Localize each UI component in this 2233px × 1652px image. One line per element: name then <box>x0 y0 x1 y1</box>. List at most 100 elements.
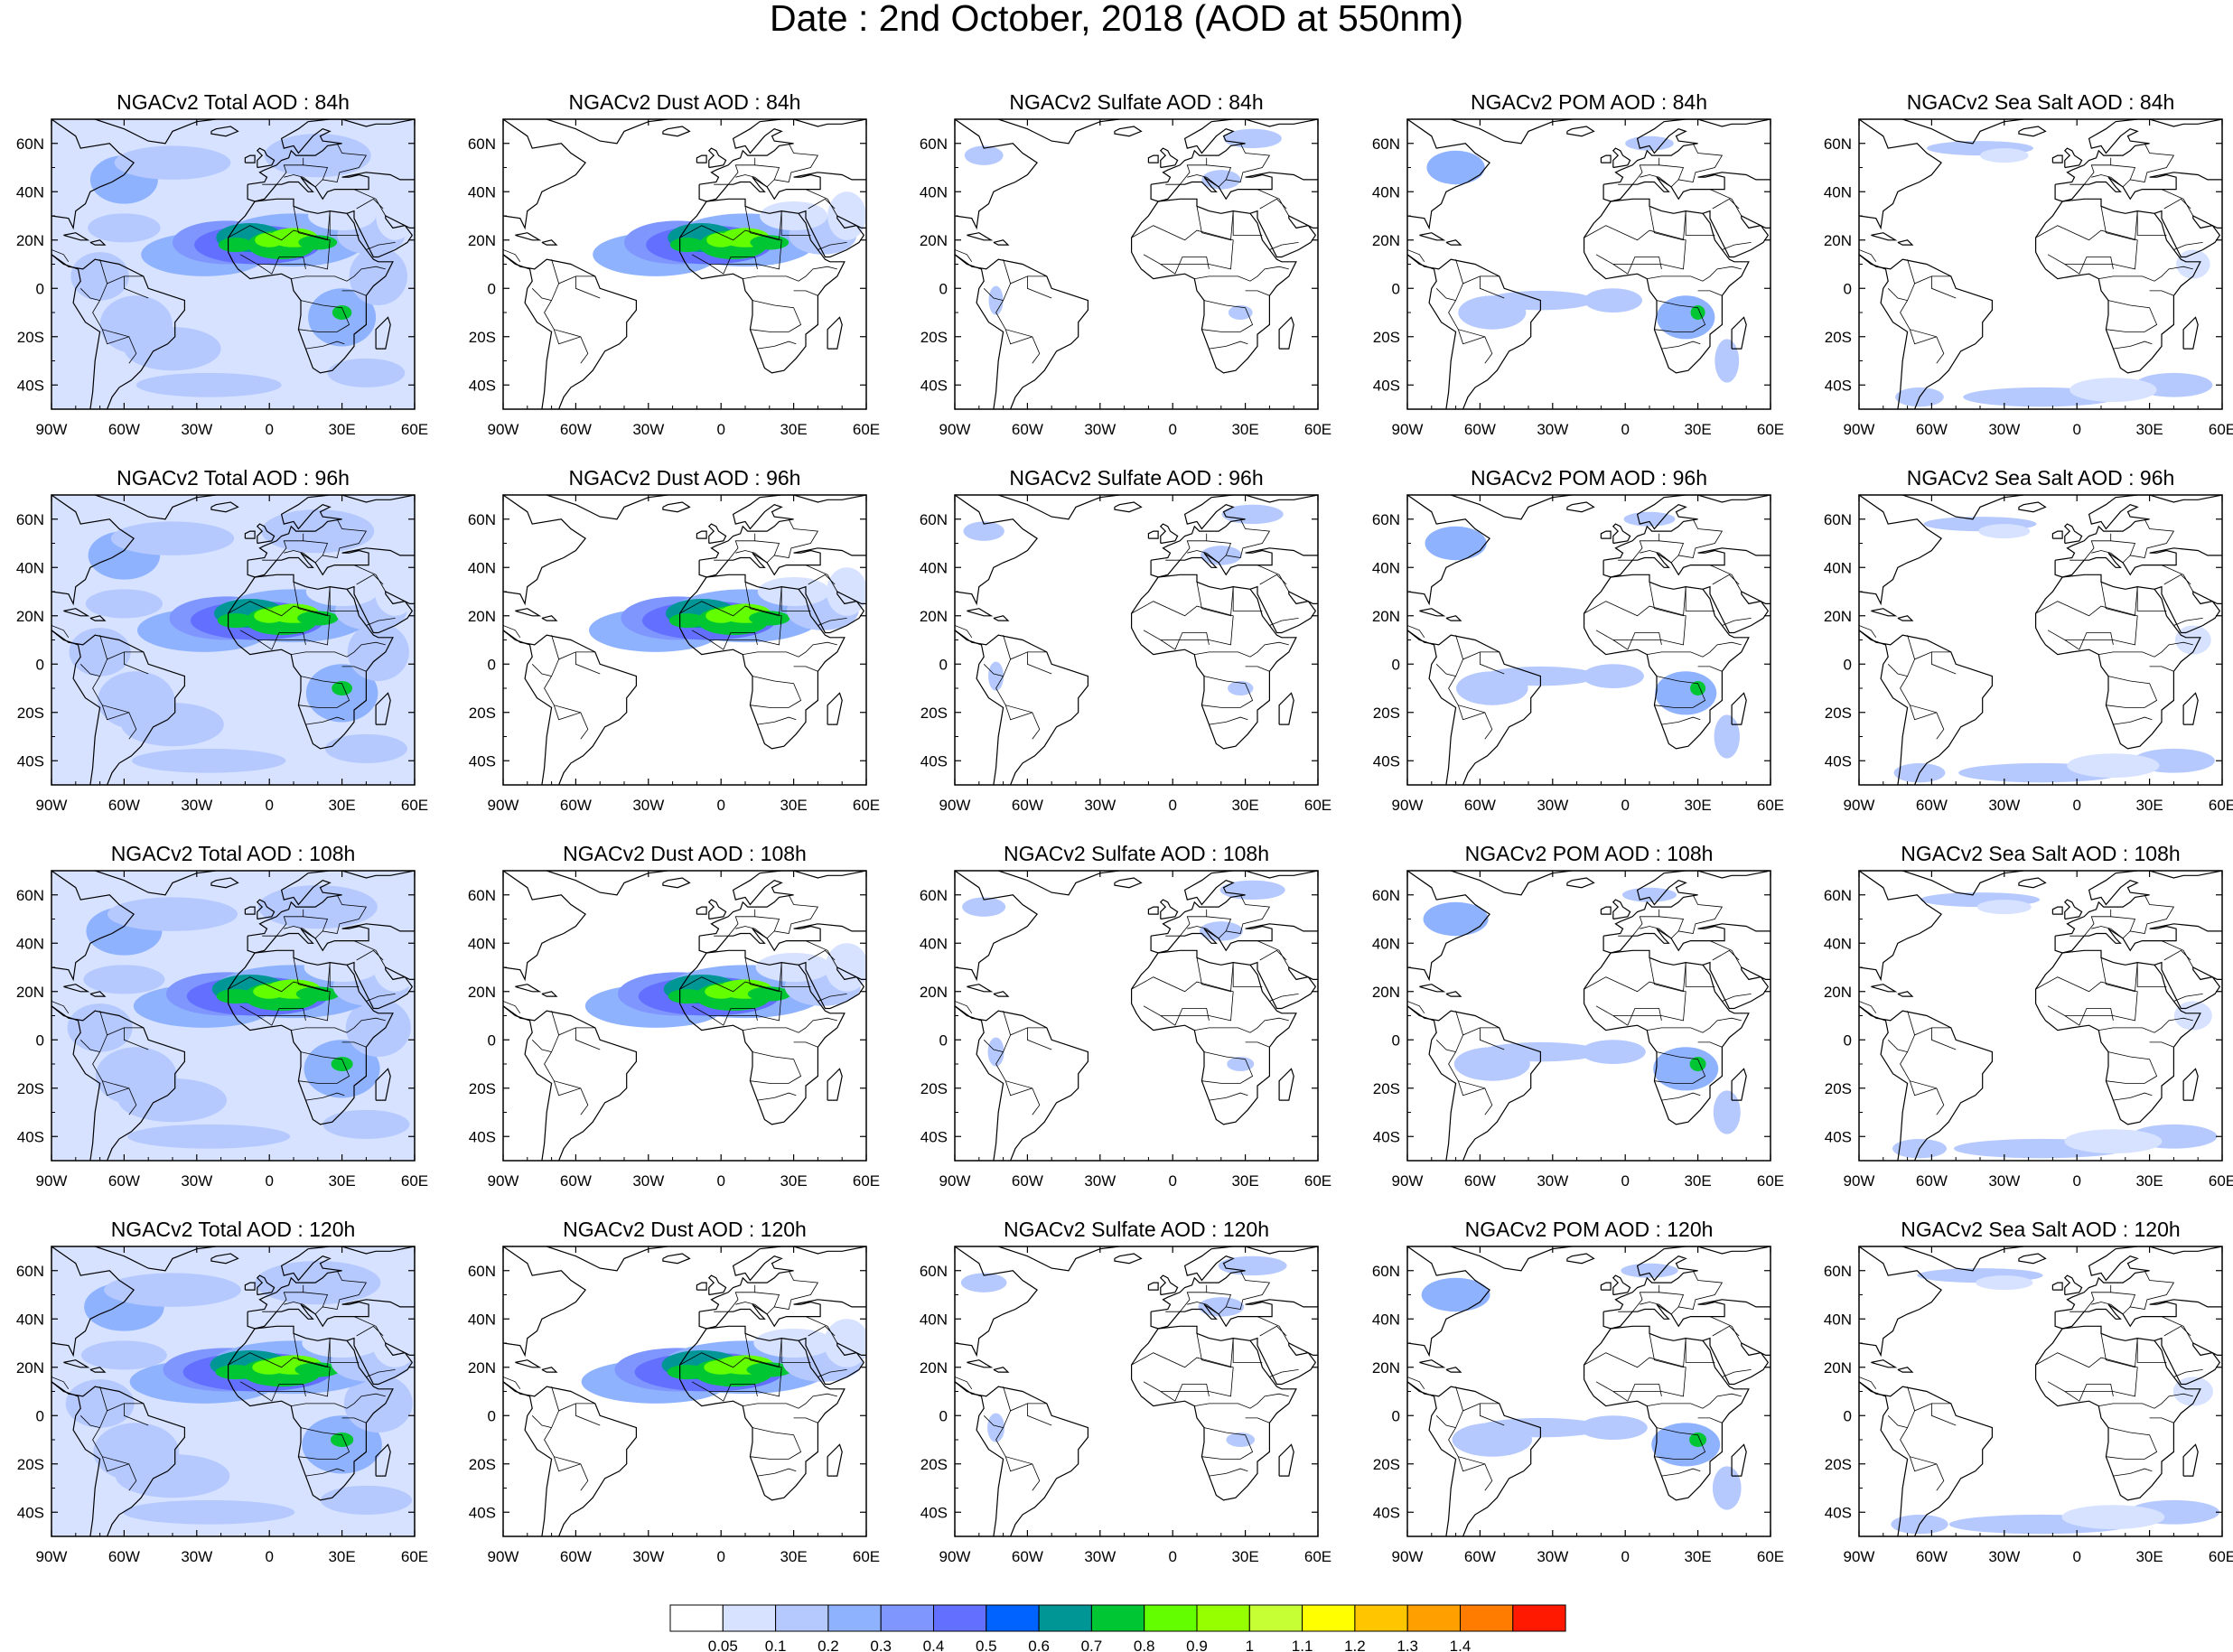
map-panel: 90W 60W 30W 0 30E 60E 60N 40N 20N 0 20S 40S NGACv2 S… <box>920 90 1331 438</box>
country-border <box>2110 894 2175 934</box>
lat-tick-label: 40S <box>920 1128 948 1145</box>
lon-tick-label: 60E <box>853 1172 880 1190</box>
aod-blob <box>704 1359 739 1375</box>
lon-tick-label: 30W <box>1537 1172 1568 1190</box>
country-border <box>2113 1092 2153 1101</box>
coastline-ireland <box>1600 906 1612 915</box>
coastline-ireland <box>1147 1282 1159 1291</box>
country-border <box>2163 949 2191 961</box>
coastline-europe <box>1602 1299 1771 1330</box>
coastline-southAmerica <box>503 630 637 785</box>
lat-tick-label: 20S <box>469 1080 496 1097</box>
coastline-southAmerica <box>955 1005 1088 1161</box>
lat-tick-label: 60N <box>468 887 496 904</box>
coastline-britain <box>1159 523 1179 545</box>
aod-blob <box>374 567 415 616</box>
country-border <box>708 632 758 650</box>
country-border <box>2091 550 2131 564</box>
coastline-europe <box>1150 172 1318 202</box>
lon-tick-label: 0 <box>1621 797 1629 814</box>
coastline-africa <box>679 1325 846 1501</box>
coastline-madagascar <box>375 316 391 350</box>
panel-title: NGACv2 Dust AOD : 96h <box>569 466 801 490</box>
coastline-russiaN <box>1697 119 1771 127</box>
country-border <box>101 1456 129 1472</box>
coastline-greenland <box>1902 1246 2024 1272</box>
country-border <box>101 1080 129 1097</box>
country-border <box>1187 550 1227 564</box>
coastline-africa <box>228 1325 394 1501</box>
country-border <box>341 666 367 672</box>
coastline-greenland <box>998 1246 1120 1272</box>
borders <box>1407 894 1752 1115</box>
country-border <box>955 967 956 968</box>
lon-tick-label: 90W <box>488 797 519 814</box>
coastline-britain <box>2063 147 2083 169</box>
coastline-hispaniola <box>993 991 1010 997</box>
aod-blob <box>330 1432 354 1448</box>
country-border <box>735 1302 775 1315</box>
country-border <box>356 949 384 961</box>
country-border <box>1435 288 1456 301</box>
colorbar-box <box>1354 1604 1408 1632</box>
country-border <box>805 940 838 968</box>
aod-field <box>1421 1263 1742 1510</box>
aod-blob <box>1976 900 2032 915</box>
country-border <box>2163 1325 2191 1337</box>
aod-field <box>51 495 415 785</box>
coastline-greenland <box>1902 495 2024 520</box>
country-border <box>553 1456 581 1472</box>
coastline-atlEurope <box>1603 1246 1698 1312</box>
lon-tick-label: 60W <box>1916 797 1948 814</box>
lat-tick-label: 0 <box>488 280 496 297</box>
map-panel: 90W 60W 30W 0 30E 60E 60N 40N 20N 0 20S 40S NGACv2 P… <box>1372 466 1784 814</box>
lon-tick-label: 60W <box>1464 1548 1496 1565</box>
coastline-saWest <box>51 1005 101 1161</box>
country-border <box>329 586 360 611</box>
coastline-russiaN <box>793 1246 866 1255</box>
coastline-britain <box>707 1274 727 1296</box>
coastline-saWest <box>1859 1381 1909 1536</box>
coastline-africa <box>1131 949 1297 1125</box>
map-panel: 90W 60W 30W 0 30E 60E 60N 40N 20N 0 20S 40S NGACv2 S… <box>920 466 1331 814</box>
aod-blob <box>88 213 161 243</box>
coastline-atlEurope <box>699 119 794 185</box>
lon-tick-label: 0 <box>2072 1548 2080 1565</box>
lat-tick-label: 40S <box>1373 1504 1400 1521</box>
country-border <box>51 1343 52 1344</box>
lon-tick-label: 60E <box>401 421 428 438</box>
lat-tick-label: 40S <box>1825 1504 1852 1521</box>
coastline-greenland <box>1451 871 1573 896</box>
country-border <box>1269 994 1299 1002</box>
country-border <box>1480 1403 1505 1426</box>
colorbar-label: 0.6 <box>1028 1638 1050 1652</box>
lat-tick-label: 40S <box>469 1128 496 1145</box>
country-border <box>356 574 384 585</box>
country-border <box>1697 1417 1723 1423</box>
lat-tick-label: 60N <box>920 887 948 904</box>
country-border <box>1712 198 1740 210</box>
country-border <box>1165 157 1208 185</box>
country-border <box>356 1325 384 1337</box>
coastlines <box>1859 119 2222 409</box>
lat-tick-label: 20S <box>17 705 44 722</box>
lon-tick-label: 90W <box>1844 1172 1875 1190</box>
lon-tick-label: 60W <box>1916 1548 1948 1565</box>
coastline-africa <box>228 198 394 374</box>
coastline-russiaN <box>341 119 415 127</box>
country-border <box>1201 1051 1254 1084</box>
country-border <box>714 1284 756 1312</box>
borders <box>1859 1270 2203 1491</box>
aod-blob <box>305 576 378 607</box>
coastline-northAmerica <box>1859 871 1942 982</box>
country-border <box>1206 1270 1271 1310</box>
lon-tick-label: 60W <box>1012 1548 1043 1565</box>
country-border <box>754 518 819 558</box>
coastline-greenland <box>1902 119 2024 145</box>
country-border <box>2110 143 2175 182</box>
country-border <box>1649 206 1686 241</box>
aod-blob <box>1221 504 1284 525</box>
lat-tick-label: 20N <box>920 1359 948 1377</box>
coastline-arabia <box>2154 210 2222 258</box>
coastline-northAmerica <box>1407 495 1490 606</box>
